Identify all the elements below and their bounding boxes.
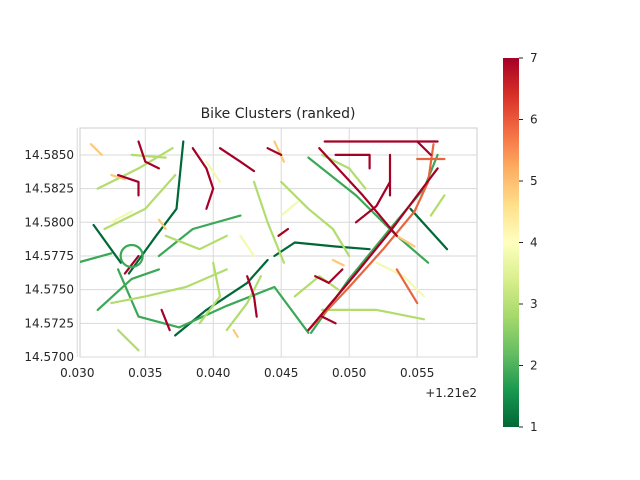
bike-path-rank-2	[80, 252, 113, 264]
x-tick-label: 0.040	[196, 366, 230, 380]
bike-path-rank-5	[157, 218, 167, 231]
colorbar-tick-label: 3	[530, 297, 538, 311]
bike-path-rank-7	[307, 167, 439, 332]
bike-path-rank-7	[318, 147, 398, 237]
bike-path-rank-3	[110, 268, 228, 305]
colorbar-tick-label: 4	[530, 236, 538, 250]
bike-path-rank-5	[110, 174, 126, 181]
bike-path-rank-7	[191, 147, 215, 210]
bike-path-rank-7	[137, 140, 160, 170]
bike-path-rank-2	[96, 268, 160, 311]
bike-path-rank-2	[307, 156, 430, 264]
bike-path-rank-4	[205, 160, 222, 183]
bike-path-rank-3	[429, 194, 446, 217]
bike-path-rank-7	[117, 174, 140, 197]
bike-path-rank-3	[320, 308, 426, 321]
bike-path-rank-3	[96, 147, 174, 190]
roundabout	[119, 243, 144, 269]
bike-path-rank-3	[117, 329, 140, 352]
y-axis: 14.5700 14.5725 14.5750 14.5775 14.5800 14.58…	[24, 148, 74, 364]
colorbar-gradient	[503, 58, 519, 427]
bike-path-rank-4	[375, 261, 426, 298]
bike-path-rank-7	[354, 180, 392, 224]
bike-path-rank-7	[123, 254, 140, 275]
bike-path-rank-1	[273, 241, 371, 258]
bike-path-rank-7	[218, 147, 256, 173]
bike-path-rank-7	[160, 308, 171, 332]
chart-title: Bike Clusters (ranked)	[201, 106, 356, 122]
bike-path-rank-4	[110, 210, 133, 224]
bike-path-rank-5	[273, 140, 285, 163]
bike-path-rank-3	[164, 234, 228, 251]
bike-path-rank-4	[280, 201, 299, 217]
colorbar: 1 2 3 4 5 6 7	[503, 51, 538, 434]
bike-path-rank-3	[225, 275, 262, 332]
x-tick-label: 0.030	[60, 366, 94, 380]
y-tick-label: 14.5800	[24, 215, 74, 229]
bike-path-rank-1	[92, 223, 122, 264]
y-tick-label: 14.5700	[24, 350, 74, 364]
bike-path-rank-7	[246, 275, 258, 318]
bike-path-rank-1	[409, 207, 449, 251]
colorbar-tick-label: 2	[530, 359, 538, 373]
colorbar-ticks: 1 2 3 4 5 6 7	[519, 51, 538, 434]
bike-path-rank-2	[157, 214, 242, 258]
x-tick-label: 0.050	[332, 366, 366, 380]
bike-path-rank-5	[395, 234, 416, 248]
colorbar-tick-label: 1	[530, 420, 538, 434]
bike-path-rank-3	[252, 180, 285, 264]
x-offset-text: +1.21e2	[425, 386, 477, 400]
bike-path-rank-3	[198, 261, 222, 325]
bike-path-rank-5	[331, 258, 345, 267]
x-axis: 0.030 0.035 0.040 0.045 0.050 0.055	[60, 366, 434, 380]
x-tick-label: 0.055	[400, 366, 434, 380]
bike-path-rank-7	[320, 315, 337, 325]
bike-paths	[80, 140, 449, 352]
y-tick-label: 14.5775	[24, 249, 74, 263]
bike-path-rank-2	[117, 268, 310, 334]
y-tick-label: 14.5725	[24, 316, 74, 330]
plot-area: 0.030 0.035 0.040 0.045 0.050 0.055 14.570014…	[24, 127, 478, 400]
bike-path-rank-3	[130, 153, 167, 159]
bike-path-rank-7	[416, 140, 432, 156]
x-tick-label: 0.035	[128, 366, 162, 380]
bike-path-rank-3	[280, 180, 351, 258]
bike-path-rank-6	[395, 268, 419, 305]
colorbar-tick-label: 5	[530, 174, 538, 188]
bike-path-rank-7	[266, 147, 283, 156]
y-tick-label: 14.5850	[24, 148, 74, 162]
y-tick-label: 14.5750	[24, 283, 74, 297]
bike-path-rank-7	[277, 227, 290, 237]
bike-path-rank-7	[314, 268, 344, 284]
bike-path-rank-4	[239, 234, 256, 258]
bike-path-rank-6	[307, 143, 435, 332]
colorbar-tick-label: 6	[530, 113, 538, 127]
bike-path-rank-5	[89, 143, 103, 156]
x-tick-label: 0.045	[264, 366, 298, 380]
y-tick-label: 14.5825	[24, 182, 74, 196]
colorbar-tick-label: 7	[530, 51, 538, 65]
bike-path-rank-7	[334, 153, 371, 170]
bike-path-rank-3	[103, 174, 177, 231]
bike-path-rank-3	[293, 275, 340, 298]
bike-path-rank-5	[232, 329, 239, 338]
